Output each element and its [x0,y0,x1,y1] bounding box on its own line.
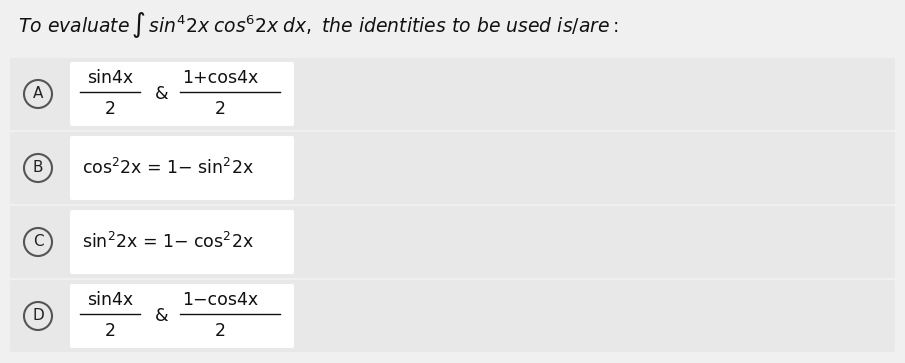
Text: 1−cos4x: 1−cos4x [182,291,258,309]
Text: 2: 2 [214,322,225,340]
FancyBboxPatch shape [70,136,294,200]
Text: C: C [33,234,43,249]
Text: sin4x: sin4x [87,291,133,309]
Text: 2: 2 [104,100,116,118]
Text: cos$^{2}$2x = 1− sin$^{2}$2x: cos$^{2}$2x = 1− sin$^{2}$2x [82,158,253,178]
Text: A: A [33,86,43,102]
Text: $\mathit{To\ evaluate}$$\,\int\,$$\mathit{sin}^{\mathit{4}}\mathit{2x}\;\mathit{: $\mathit{To\ evaluate}$$\,\int\,$$\mathi… [18,10,619,40]
FancyBboxPatch shape [10,132,895,204]
Text: &: & [155,307,169,325]
Circle shape [24,80,52,108]
Text: D: D [32,309,43,323]
Circle shape [24,154,52,182]
Text: sin4x: sin4x [87,69,133,87]
Text: sin$^{2}$2x = 1− cos$^{2}$2x: sin$^{2}$2x = 1− cos$^{2}$2x [82,232,253,252]
FancyBboxPatch shape [10,280,895,352]
Circle shape [24,302,52,330]
Text: 2: 2 [214,100,225,118]
Text: &: & [155,85,169,103]
Circle shape [24,228,52,256]
Text: 1+cos4x: 1+cos4x [182,69,258,87]
Text: B: B [33,160,43,175]
FancyBboxPatch shape [10,206,895,278]
FancyBboxPatch shape [70,210,294,274]
FancyBboxPatch shape [70,284,294,348]
Text: 2: 2 [104,322,116,340]
FancyBboxPatch shape [10,58,895,130]
FancyBboxPatch shape [70,62,294,126]
